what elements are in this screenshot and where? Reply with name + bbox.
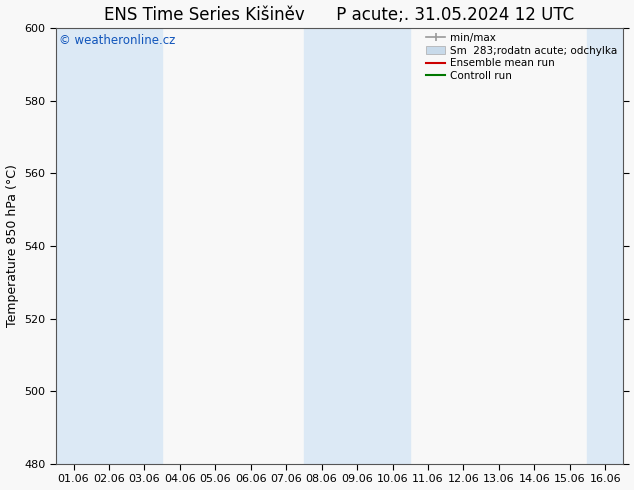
Y-axis label: Temperature 850 hPa (°C): Temperature 850 hPa (°C) [6,165,18,327]
Bar [127,28,162,464]
Bar [56,28,91,464]
Text: © weatheronline.cz: © weatheronline.cz [58,34,175,48]
Title: ENS Time Series Kišiněv      P acute;. 31.05.2024 12 UTC: ENS Time Series Kišiněv P acute;. 31.05.… [104,5,574,24]
Bar [339,28,375,464]
Bar [375,28,410,464]
Legend: min/max, Sm  283;rodatn acute; odchylka, Ensemble mean run, Controll run: min/max, Sm 283;rodatn acute; odchylka, … [424,30,621,84]
Bar [304,28,339,464]
Bar [588,28,623,464]
Bar [91,28,127,464]
